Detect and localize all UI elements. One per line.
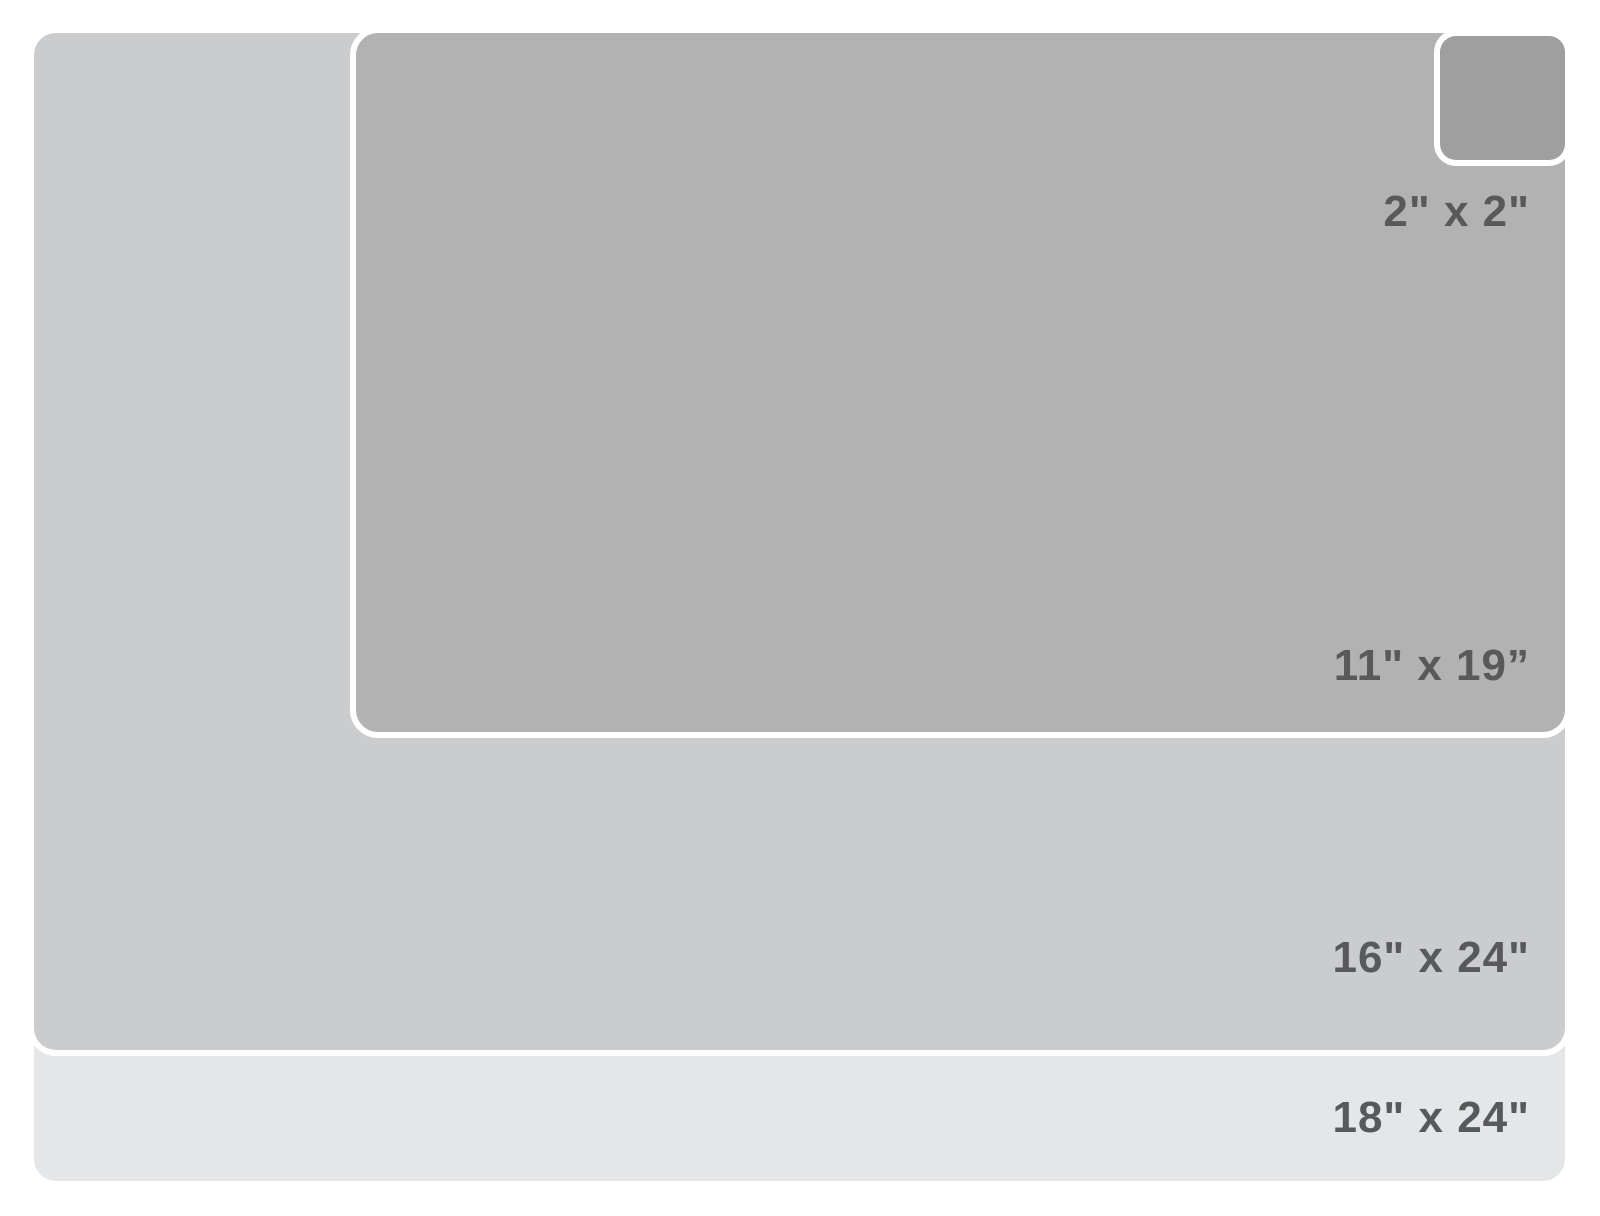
label-16x24: 16" x 24" [1332,933,1530,982]
rect-2x2 [1440,36,1565,160]
rect-11x19 [356,33,1565,732]
label-11x19: 11" x 19” [1333,641,1530,690]
label-18x24: 18" x 24" [1332,1093,1530,1142]
label-2x2: 2" x 2" [1383,187,1530,236]
